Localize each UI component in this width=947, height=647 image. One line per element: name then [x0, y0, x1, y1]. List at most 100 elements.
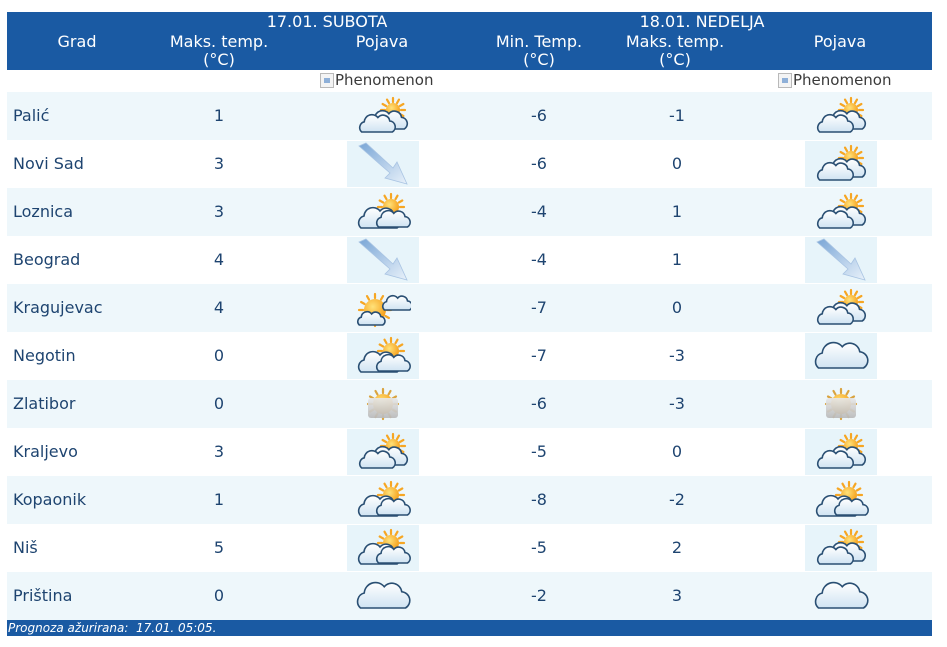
- day1-max-temp: 0: [213, 586, 225, 605]
- city-name: Niš: [13, 538, 38, 557]
- day2-phenomenon-image: Phenomenon: [778, 70, 892, 90]
- city-name: Beograd: [13, 250, 81, 269]
- day1-max-temp: 4: [213, 250, 225, 269]
- fog-icon: [355, 384, 411, 424]
- day2-min-temp: -7: [531, 346, 547, 365]
- table-row: Kraljevo 3 -5 0: [7, 428, 932, 476]
- partly-cloudy-icon: [355, 432, 411, 472]
- day2-max-temp: -3: [669, 394, 685, 413]
- day1-phenomenon-image: Phenomenon: [320, 70, 434, 90]
- day2-phenomenon-cell: [805, 381, 877, 427]
- day2-max-temp-header: Maks. temp.: [625, 32, 725, 51]
- day1-phenomenon-cell: [347, 573, 419, 619]
- day2-max-temp: 2: [671, 538, 683, 557]
- day1-phenomenon-cell: [347, 525, 419, 571]
- day2-max-temp: 1: [671, 202, 683, 221]
- city-name: Kopaonik: [13, 490, 87, 509]
- table-row: Kragujevac 4 -7 0: [7, 284, 932, 332]
- day2-max-temp: 0: [671, 298, 683, 317]
- day1-max-temp: 5: [213, 538, 225, 557]
- table-row: Niš 5 -5 2: [7, 524, 932, 572]
- day2-min-temp: -6: [531, 394, 547, 413]
- day2-max-temp: 0: [671, 442, 683, 461]
- day1-max-temp: 0: [213, 346, 225, 365]
- day1-max-temp: 3: [213, 202, 225, 221]
- phenomenon-image-row: Phenomenon Phenomenon: [7, 70, 932, 92]
- sun-behind-clouds-icon: [355, 192, 411, 232]
- table-row: Zlatibor 0 -6 -3: [7, 380, 932, 428]
- day2-min-temp: -6: [531, 106, 547, 125]
- table-row: Beograd 4 -4 1: [7, 236, 932, 284]
- day2-min-temp-header: Min. Temp.: [495, 32, 583, 51]
- day2-phenomenon-cell: [805, 189, 877, 235]
- day2-phenomenon-alt: Phenomenon: [793, 71, 892, 89]
- day2-date-header: 18.01. NEDELJA: [639, 12, 765, 31]
- day2-phenomenon-cell: [805, 285, 877, 331]
- day1-max-temp: 1: [213, 106, 225, 125]
- day2-max-temp-unit: (°C): [659, 50, 691, 69]
- day2-phenomenon-header: Pojava: [813, 32, 867, 51]
- forecast-table: Grad 17.01. SUBOTA Maks. temp. (°C) Poja…: [7, 12, 932, 636]
- day2-min-temp: -4: [531, 202, 547, 221]
- day2-min-temp: -4: [531, 250, 547, 269]
- sun-behind-clouds-icon: [355, 336, 411, 376]
- day1-max-temp: 4: [213, 298, 225, 317]
- day2-phenomenon-cell: [805, 525, 877, 571]
- sun-behind-clouds-icon: [355, 480, 411, 520]
- day2-min-temp-unit: (°C): [523, 50, 555, 69]
- day1-max-temp-header: Maks. temp.: [169, 32, 269, 51]
- table-header: Grad 17.01. SUBOTA Maks. temp. (°C) Poja…: [7, 12, 932, 70]
- day2-max-temp: 1: [671, 250, 683, 269]
- forecast-rows: Palić 1 -6 -1 Novi Sad 3 -6 0 Loznica 3 -4 1: [7, 92, 932, 620]
- table-footer: Prognoza ažurirana: 17.01. 05:05.: [7, 620, 932, 636]
- day1-max-temp: 3: [213, 154, 225, 173]
- city-name: Priština: [13, 586, 73, 605]
- updated-label: Prognoza ažurirana:: [8, 621, 129, 635]
- cloud-icon: [813, 336, 869, 376]
- day2-max-temp: -3: [669, 346, 685, 365]
- updated-value: 17.01. 05:05.: [136, 621, 217, 635]
- day1-max-temp: 0: [213, 394, 225, 413]
- broken-image-icon: [320, 72, 334, 88]
- day1-phenomenon-cell: [347, 93, 419, 139]
- city-name: Palić: [13, 106, 50, 125]
- day1-phenomenon-cell: [347, 141, 419, 187]
- day1-phenomenon-header: Pojava: [355, 32, 409, 51]
- table-row: Loznica 3 -4 1: [7, 188, 932, 236]
- day2-phenomenon-cell: [805, 429, 877, 475]
- day1-phenomenon-cell: [347, 189, 419, 235]
- day2-max-temp: 0: [671, 154, 683, 173]
- wind-arrow-icon: [813, 238, 869, 282]
- cloud-icon: [813, 576, 869, 616]
- day1-max-temp: 1: [213, 490, 225, 509]
- partly-cloudy-icon: [813, 144, 869, 184]
- partly-cloudy-icon: [813, 288, 869, 328]
- city-name: Kraljevo: [13, 442, 78, 461]
- day2-max-temp: 3: [671, 586, 683, 605]
- fog-icon: [813, 384, 869, 424]
- city-name: Kragujevac: [13, 298, 103, 317]
- day1-max-temp-unit: (°C): [203, 50, 235, 69]
- sun-behind-clouds-icon: [355, 528, 411, 568]
- day2-min-temp: -6: [531, 154, 547, 173]
- day2-min-temp: -7: [531, 298, 547, 317]
- cloud-icon: [355, 576, 411, 616]
- partly-cloudy-icon: [813, 432, 869, 472]
- day2-max-temp: -2: [669, 490, 685, 509]
- day2-phenomenon-cell: [805, 333, 877, 379]
- partly-cloudy-icon: [813, 96, 869, 136]
- city-name: Novi Sad: [13, 154, 84, 173]
- day1-phenomenon-cell: [347, 429, 419, 475]
- day2-min-temp: -2: [531, 586, 547, 605]
- day2-max-temp: -1: [669, 106, 685, 125]
- table-row: Kopaonik 1 -8 -2: [7, 476, 932, 524]
- wind-arrow-icon: [355, 238, 411, 282]
- day2-min-temp: -5: [531, 538, 547, 557]
- sun-behind-clouds-icon: [813, 480, 869, 520]
- day1-phenomenon-alt: Phenomenon: [335, 71, 434, 89]
- day2-phenomenon-cell: [805, 477, 877, 523]
- city-column-header: Grad: [57, 32, 97, 51]
- partly-cloudy-icon: [355, 96, 411, 136]
- day2-min-temp: -5: [531, 442, 547, 461]
- day2-min-temp: -8: [531, 490, 547, 509]
